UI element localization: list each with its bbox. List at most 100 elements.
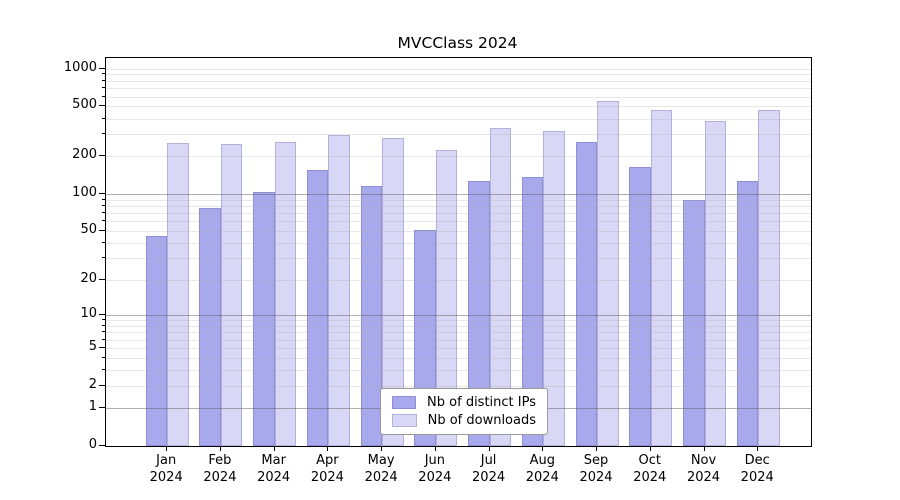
x-tick-aug-2024 xyxy=(542,446,544,451)
y-minor-tick-8 xyxy=(102,324,105,326)
x-tick-label-aug-2024: Aug 2024 xyxy=(525,453,559,485)
y-tick-2 xyxy=(99,384,105,386)
y-gridline-300 xyxy=(106,134,811,136)
y-gridline-40 xyxy=(106,243,811,245)
y-tick-label-100: 100 xyxy=(72,184,97,200)
y-gridline-50 xyxy=(106,231,811,233)
y-minor-tick-80 xyxy=(102,204,105,206)
y-tick-label-1000: 1000 xyxy=(63,59,97,75)
bar-nb-of-downloads-apr-2024 xyxy=(328,134,350,446)
bar-nb-of-downloads-jan-2024 xyxy=(167,143,189,446)
x-tick-jul-2024 xyxy=(488,446,490,451)
bar-nb-of-downloads-may-2024 xyxy=(382,137,404,446)
y-minor-tick-300 xyxy=(102,133,105,135)
bar-nb-of-downloads-sep-2024 xyxy=(597,101,619,446)
x-tick-jun-2024 xyxy=(434,446,436,451)
bar-nb-of-distinct-ips-sep-2024 xyxy=(575,142,598,446)
y-tick-label-1: 1 xyxy=(88,398,97,414)
y-minor-tick-40 xyxy=(102,242,105,244)
y-minor-tick-90 xyxy=(102,198,105,200)
plot-area xyxy=(105,57,812,447)
y-minor-tick-6 xyxy=(102,338,105,340)
y-gridline-100 xyxy=(106,193,811,195)
y-minor-tick-900 xyxy=(102,73,105,75)
bar-nb-of-distinct-ips-aug-2024 xyxy=(521,177,544,446)
x-tick-label-jun-2024: Jun 2024 xyxy=(418,453,452,485)
y-gridline-7 xyxy=(106,332,811,334)
y-minor-tick-7 xyxy=(102,331,105,333)
y-tick-0 xyxy=(99,444,105,446)
y-tick-5 xyxy=(99,346,105,348)
y-tick-label-20: 20 xyxy=(80,270,97,286)
y-tick-10 xyxy=(99,313,105,315)
y-gridline-800 xyxy=(106,80,811,82)
bar-nb-of-downloads-nov-2024 xyxy=(704,120,726,446)
y-gridline-4 xyxy=(106,357,811,359)
y-tick-label-50: 50 xyxy=(80,222,97,238)
y-minor-tick-70 xyxy=(102,212,105,214)
y-gridline-10 xyxy=(106,314,811,316)
y-gridline-6 xyxy=(106,339,811,341)
x-tick-sep-2024 xyxy=(596,446,598,451)
x-tick-label-mar-2024: Mar 2024 xyxy=(257,453,291,485)
y-tick-1000 xyxy=(99,67,105,69)
x-tick-label-jul-2024: Jul 2024 xyxy=(472,453,506,485)
x-tick-may-2024 xyxy=(381,446,383,451)
y-gridline-30 xyxy=(106,258,811,260)
y-tick-20 xyxy=(99,278,105,280)
chart-legend: Nb of distinct IPs Nb of downloads xyxy=(380,388,548,435)
y-tick-label-5: 5 xyxy=(88,338,97,354)
x-tick-apr-2024 xyxy=(327,446,329,451)
y-tick-50 xyxy=(99,230,105,232)
legend-item-distinct-ips: Nb of distinct IPs xyxy=(392,395,536,410)
legend-item-downloads: Nb of downloads xyxy=(392,413,536,428)
legend-label-distinct-ips: Nb of distinct IPs xyxy=(427,395,536,410)
x-tick-nov-2024 xyxy=(703,446,705,451)
bar-nb-of-distinct-ips-feb-2024 xyxy=(199,208,221,446)
bar-nb-of-downloads-aug-2024 xyxy=(543,131,565,446)
y-gridline-900 xyxy=(106,74,811,76)
x-tick-label-jan-2024: Jan 2024 xyxy=(149,453,183,485)
y-tick-label-200: 200 xyxy=(72,147,97,163)
y-tick-label-500: 500 xyxy=(72,97,97,113)
y-gridline-1000 xyxy=(106,68,811,70)
bar-nb-of-distinct-ips-jan-2024 xyxy=(145,235,168,446)
bar-nb-of-downloads-jun-2024 xyxy=(435,149,458,446)
y-gridline-700 xyxy=(106,88,811,90)
x-tick-label-nov-2024: Nov 2024 xyxy=(686,453,721,485)
bar-nb-of-downloads-oct-2024 xyxy=(650,110,673,446)
y-tick-1 xyxy=(99,406,105,408)
x-tick-feb-2024 xyxy=(219,446,221,451)
y-tick-200 xyxy=(99,155,105,157)
y-gridline-500 xyxy=(106,106,811,108)
bar-nb-of-downloads-dec-2024 xyxy=(758,110,780,446)
x-tick-label-apr-2024: Apr 2024 xyxy=(310,453,344,485)
y-tick-100 xyxy=(99,192,105,194)
y-minor-tick-4 xyxy=(102,356,105,358)
x-tick-dec-2024 xyxy=(757,446,759,451)
bar-nb-of-distinct-ips-nov-2024 xyxy=(683,199,705,446)
chart-title: MVCClass 2024 xyxy=(397,34,518,52)
x-tick-label-dec-2024: Dec 2024 xyxy=(740,453,774,485)
x-tick-jan-2024 xyxy=(166,446,168,451)
y-gridline-3 xyxy=(106,370,811,372)
x-tick-label-feb-2024: Feb 2024 xyxy=(203,453,237,485)
x-tick-label-may-2024: May 2024 xyxy=(364,453,398,485)
bar-nb-of-distinct-ips-dec-2024 xyxy=(736,181,759,446)
bar-nb-of-distinct-ips-jul-2024 xyxy=(468,181,490,446)
bar-nb-of-downloads-jul-2024 xyxy=(489,128,512,446)
y-gridline-70 xyxy=(106,213,811,215)
y-tick-label-10: 10 xyxy=(80,305,97,321)
y-gridline-9 xyxy=(106,320,811,322)
bar-nb-of-distinct-ips-oct-2024 xyxy=(629,166,651,446)
y-gridline-200 xyxy=(106,156,811,158)
y-tick-500 xyxy=(99,105,105,107)
y-gridline-600 xyxy=(106,96,811,98)
y-minor-tick-400 xyxy=(102,117,105,119)
legend-label-downloads: Nb of downloads xyxy=(427,413,536,428)
y-gridline-90 xyxy=(106,199,811,201)
y-minor-tick-700 xyxy=(102,87,105,89)
x-tick-mar-2024 xyxy=(273,446,275,451)
y-minor-tick-600 xyxy=(102,95,105,97)
